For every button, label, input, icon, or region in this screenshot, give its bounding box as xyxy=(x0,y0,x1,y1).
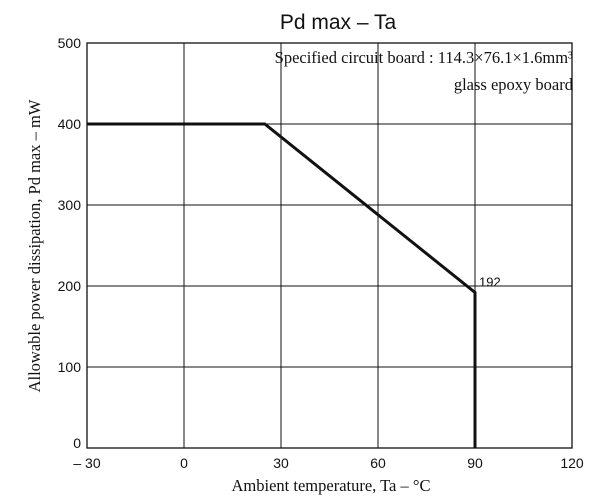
y-tick-labels: 0 100 200 300 400 500 xyxy=(58,35,82,451)
x-tick-label: – 30 xyxy=(73,455,100,471)
x-tick-labels: – 30 0 30 60 90 120 xyxy=(73,455,584,471)
y-tick-label: 300 xyxy=(58,197,82,213)
board-annotation-line-2: glass epoxy board xyxy=(454,75,574,94)
x-tick-label: 60 xyxy=(370,455,386,471)
plot-frame xyxy=(86,42,573,449)
x-tick-label: 0 xyxy=(180,455,188,471)
y-tick-label: 500 xyxy=(58,35,82,51)
board-annotation-line-1: Specified circuit board : 114.3×76.1×1.6… xyxy=(275,48,573,67)
y-tick-label: 200 xyxy=(58,278,82,294)
derating-curve xyxy=(87,122,477,448)
chart-title: Pd max – Ta xyxy=(280,11,397,34)
x-tick-label: 120 xyxy=(560,455,584,471)
x-tick-label: 30 xyxy=(273,455,289,471)
data-label: 192 xyxy=(479,274,501,289)
y-axis-label: Allowable power dissipation, Pd max – mW xyxy=(25,99,44,392)
grid xyxy=(87,43,572,448)
x-axis-label: Ambient temperature, Ta – °C xyxy=(232,476,431,495)
x-tick-label: 90 xyxy=(467,455,483,471)
y-tick-label: 100 xyxy=(58,359,82,375)
y-tick-label: 0 xyxy=(73,435,81,451)
y-tick-label: 400 xyxy=(58,116,82,132)
